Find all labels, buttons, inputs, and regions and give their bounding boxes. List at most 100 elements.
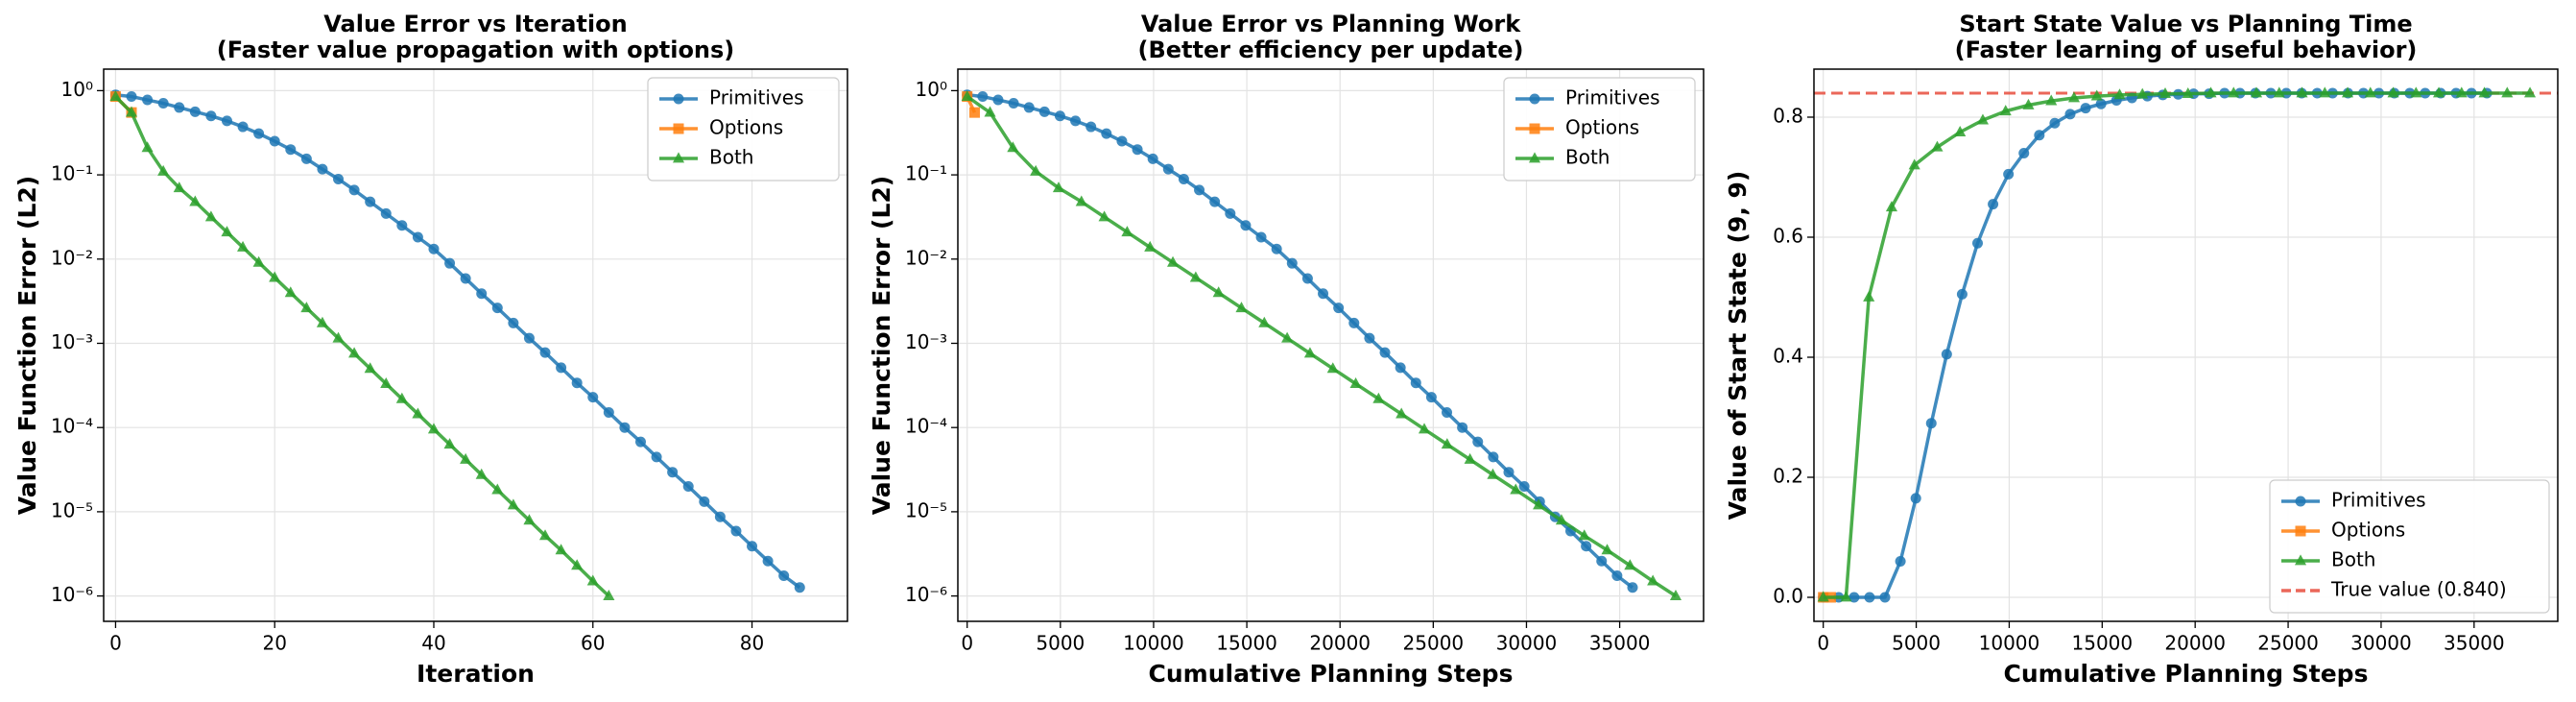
x-tick-label: 60 — [581, 632, 605, 655]
marker — [1379, 347, 1391, 358]
marker — [1418, 423, 1431, 434]
marker — [2182, 87, 2194, 99]
y-axis-label: Value of Start State (9, 9) — [1724, 171, 1752, 520]
marker — [1885, 201, 1897, 212]
marker — [333, 173, 345, 184]
marker — [1464, 452, 1476, 464]
x-tick-label: 5000 — [1892, 632, 1941, 655]
marker — [1070, 115, 1082, 127]
marker — [1326, 362, 1339, 374]
marker — [1318, 288, 1329, 300]
plot-frame — [1813, 68, 2559, 622]
marker — [1931, 140, 1944, 152]
marker — [1510, 483, 1522, 495]
x-tick-label: 25000 — [1403, 632, 1465, 655]
x-tick-label: 0 — [1817, 632, 1829, 655]
marker — [555, 544, 567, 555]
marker — [1555, 514, 1567, 525]
marker — [1457, 422, 1468, 433]
x-tick-label: 40 — [421, 632, 445, 655]
marker — [2296, 86, 2308, 98]
y-tick-label: 10⁻⁴ — [51, 415, 93, 438]
marker — [427, 423, 441, 434]
marker — [586, 574, 599, 586]
marker — [1271, 243, 1282, 254]
marker — [1488, 451, 1499, 463]
marker — [523, 514, 536, 525]
marker — [1908, 158, 1920, 170]
marker — [1303, 347, 1316, 358]
marker — [2205, 86, 2217, 98]
marker — [2159, 87, 2172, 99]
marker — [2049, 117, 2061, 129]
y-tick-label: 10⁻⁵ — [51, 498, 93, 521]
marker — [1910, 493, 1921, 504]
marker — [300, 302, 313, 313]
marker — [2095, 98, 2107, 109]
marker — [2387, 86, 2399, 98]
marker — [2018, 148, 2030, 158]
subplot: Value Error vs Iteration(Faster value pr… — [13, 11, 848, 688]
marker — [396, 220, 408, 231]
marker — [508, 317, 519, 328]
marker — [1503, 467, 1515, 478]
marker — [1052, 182, 1065, 193]
marker — [237, 240, 250, 252]
y-tick-label: 10⁻⁴ — [905, 415, 947, 438]
marker — [1529, 93, 1540, 105]
marker — [1972, 237, 1983, 249]
chart-title: Value Error vs Planning Work — [1141, 11, 1521, 37]
marker — [380, 377, 393, 389]
marker — [174, 102, 185, 113]
legend-label: Options — [709, 116, 783, 139]
y-tick-label: 10⁻² — [905, 246, 947, 269]
marker — [109, 89, 122, 101]
marker — [507, 498, 519, 510]
chart-title: Start State Value vs Planning Time — [1959, 11, 2412, 37]
marker — [992, 94, 1004, 106]
marker — [2524, 86, 2537, 98]
chart-title: Value Error vs Iteration — [323, 11, 627, 37]
marker — [1075, 195, 1087, 206]
marker — [1007, 141, 1019, 153]
marker — [412, 231, 423, 243]
marker — [1098, 210, 1110, 222]
marker — [1941, 349, 1952, 360]
marker — [365, 196, 376, 207]
marker — [539, 347, 551, 358]
x-tick-label: 15000 — [2072, 632, 2134, 655]
marker — [1601, 544, 1613, 555]
marker — [1085, 121, 1097, 133]
marker — [1581, 541, 1592, 552]
x-tick-label: 35000 — [2444, 632, 2505, 655]
marker — [1258, 316, 1271, 327]
legend: Primitives Options Both — [647, 77, 840, 182]
x-tick-label: 20 — [262, 632, 286, 655]
y-tick-label: 10⁰ — [61, 78, 93, 101]
marker — [252, 255, 265, 267]
marker — [300, 153, 312, 164]
marker — [1925, 418, 1937, 429]
marker — [682, 480, 694, 492]
marker — [2341, 86, 2354, 98]
marker — [1840, 591, 1852, 602]
marker — [1954, 126, 1967, 137]
legend-label: Primitives — [709, 86, 804, 109]
marker — [1999, 105, 2012, 116]
marker — [316, 316, 328, 327]
marker — [412, 407, 424, 419]
marker — [2455, 86, 2468, 98]
marker — [1147, 153, 1158, 164]
marker — [1425, 392, 1437, 403]
marker — [1301, 273, 1313, 284]
marker — [968, 107, 980, 118]
x-tick-label: 5000 — [1036, 632, 1085, 655]
marker — [460, 273, 471, 284]
marker — [1611, 570, 1623, 582]
marker — [1255, 231, 1267, 243]
legend-label: Both — [2331, 548, 2375, 571]
marker — [984, 106, 996, 117]
marker — [173, 182, 185, 193]
marker — [189, 195, 202, 206]
marker — [2478, 86, 2491, 98]
